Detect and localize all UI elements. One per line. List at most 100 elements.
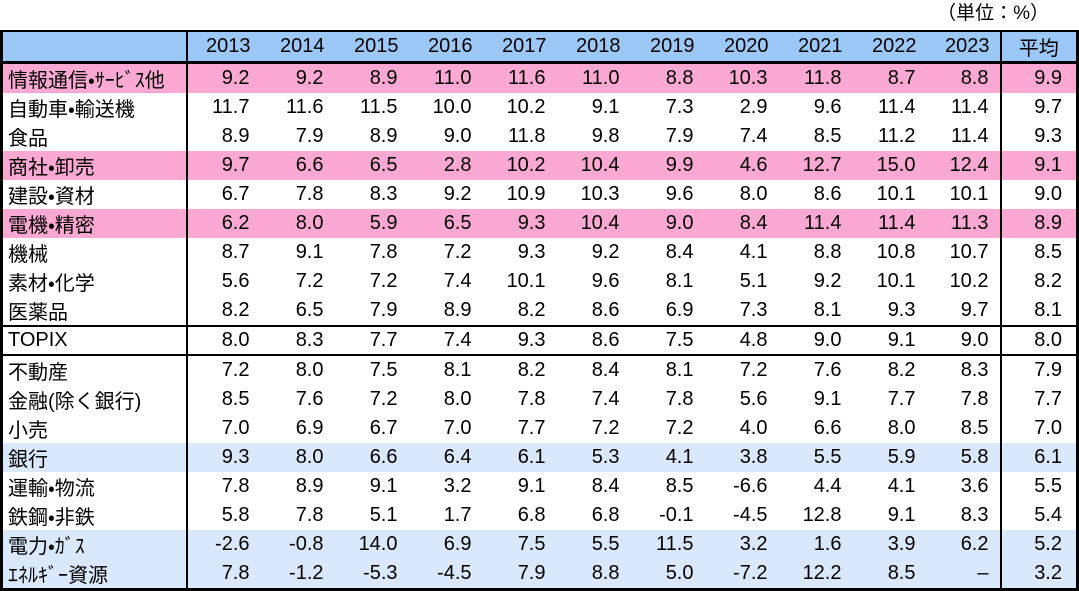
value-cell: 12.8 — [802, 504, 842, 526]
average-value-cell: 8.9 — [999, 209, 1078, 238]
value-cell: 6.9 — [665, 299, 694, 321]
value-cell: 8.4 — [591, 475, 620, 497]
value-cell: 7.9 — [295, 125, 324, 147]
value-cell: 11.4 — [878, 96, 916, 118]
value-cell: 3.8 — [739, 446, 768, 468]
value-cell: 6.1 — [517, 446, 546, 468]
value-cell: 5.1 — [739, 270, 768, 292]
row-label-cell: 電力・ｶﾞｽ — [1, 530, 188, 559]
value-cell: 7.9 — [369, 299, 398, 321]
average-value-cell: 8.1 — [999, 296, 1078, 326]
value-cell: 6.7 — [221, 183, 250, 205]
unit-label: （単位：%） — [937, 3, 1049, 24]
table-row: 自動車・輸送機 11.7 11.6 11.5 10.0 10.2 9.1 7.3 2.9 9.6 1… — [1, 93, 1078, 122]
value-cell: 4.4 — [813, 475, 842, 497]
value-cell: 8.1 — [665, 270, 694, 292]
value-cell: 7.8 — [295, 504, 324, 526]
table-row: 鉄鋼・非鉄 5.8 7.8 5.1 1.7 6.8 6.8 -0.1 -4.5 12.8 9.1 8.… — [1, 501, 1078, 530]
value-cell: 11.8 — [508, 125, 546, 147]
value-cell: 6.2 — [960, 533, 989, 555]
year-header-cell: 2022 — [852, 31, 927, 64]
value-cell: 11.6 — [286, 96, 324, 118]
average-value-cell: 5.2 — [999, 530, 1078, 559]
table-row: 食品 8.9 7.9 8.9 9.0 11.8 9.8 7.9 7.4 8.5 11.2 11.4 9.… — [1, 122, 1078, 151]
value-cell: 9.2 — [295, 67, 324, 89]
row-label-cell: 情報通信・ｻｰﾋﾞｽ他 — [1, 62, 188, 93]
average-value-cell: 7.9 — [999, 355, 1078, 385]
value-cell: 3.2 — [443, 475, 472, 497]
table-row: 電機・精密 6.2 8.0 5.9 6.5 9.3 10.4 9.0 8.4 11.4 11.4 11… — [1, 209, 1078, 238]
table-row: 不動産 7.2 8.0 7.5 8.1 8.2 8.4 8.1 7.2 7.6 8.2 8.3 7.9 — [1, 355, 1078, 385]
value-cell: 8.9 — [295, 475, 324, 497]
sector-returns-table: 2013 2014 2015 2016 2017 2018 2019 2020 2021 2022… — [0, 30, 1079, 591]
value-cell: 8.6 — [556, 325, 631, 356]
table-row: 情報通信・ｻｰﾋﾞｽ他 9.2 9.2 8.9 11.0 11.6 11.0 8.8 10.3 1… — [1, 62, 1078, 93]
value-cell: 11.4 — [951, 125, 989, 147]
value-cell: 7.3 — [739, 299, 768, 321]
value-cell: 10.2 — [506, 96, 546, 118]
value-cell: 12.2 — [802, 562, 842, 584]
value-cell: 9.3 — [517, 241, 546, 263]
table-header: 2013 2014 2015 2016 2017 2018 2019 2020 2021 2022… — [1, 31, 1078, 64]
table-row: 銀行 9.3 8.0 6.6 6.4 6.1 5.3 4.1 3.8 5.5 5.9 5.8 6.1 — [1, 443, 1078, 472]
value-cell: 5.5 — [591, 533, 620, 555]
row-label-cell: 運輸・物流 — [1, 472, 188, 501]
value-cell: 6.9 — [295, 417, 324, 439]
table-row: 素材・化学 5.6 7.2 7.2 7.4 10.1 9.6 8.1 5.1 9.2 10.1 10.… — [1, 267, 1078, 296]
value-cell: 6.6 — [813, 417, 842, 439]
value-cell: 6.9 — [443, 533, 472, 555]
value-cell: 8.9 — [443, 299, 472, 321]
year-header-cell: 2015 — [334, 31, 409, 64]
average-value-cell: 8.5 — [999, 238, 1078, 267]
value-cell: 15.0 — [876, 154, 916, 176]
average-value-cell: 9.1 — [999, 151, 1078, 180]
value-cell: 8.4 — [665, 241, 694, 263]
value-cell: 7.7 — [334, 325, 409, 356]
table-row: ｴﾈﾙｷﾞｰ資源 7.8 -1.2 -5.3 -4.5 7.9 8.8 5.0 -7.2 12.2… — [1, 559, 1078, 590]
year-header-cell: 2023 — [926, 31, 1001, 64]
year-header-cell: 2013 — [186, 31, 261, 64]
row-label-cell: 商社・卸売 — [1, 151, 188, 180]
value-cell: 9.0 — [443, 125, 472, 147]
value-cell: 10.3 — [580, 183, 620, 205]
value-cell: 8.5 — [887, 562, 916, 584]
value-cell: 8.4 — [739, 212, 768, 234]
table-row: 小売 7.0 6.9 6.7 7.0 7.7 7.2 7.2 4.0 6.6 8.0 8.5 7.0 — [1, 414, 1078, 443]
value-cell: 5.6 — [739, 388, 768, 410]
value-cell: 7.3 — [665, 96, 694, 118]
value-cell: 10.4 — [580, 154, 620, 176]
value-cell: 7.5 — [630, 325, 705, 356]
value-cell: -2.6 — [215, 533, 250, 555]
value-cell: 8.2 — [517, 359, 546, 381]
value-cell: 7.2 — [369, 270, 398, 292]
average-value-cell: 6.1 — [999, 443, 1078, 472]
row-label-cell: 金融(除く銀行) — [1, 385, 188, 414]
value-cell: 5.9 — [887, 446, 916, 468]
value-cell: 14.0 — [358, 533, 398, 555]
value-cell: 7.8 — [221, 475, 250, 497]
value-cell: 6.5 — [369, 154, 398, 176]
row-label-cell: 銀行 — [1, 443, 188, 472]
row-label-cell: 自動車・輸送機 — [1, 93, 188, 122]
value-cell: 9.1 — [852, 325, 927, 356]
value-cell: 10.8 — [876, 241, 916, 263]
value-cell: 8.0 — [295, 212, 324, 234]
value-cell: 9.3 — [887, 299, 916, 321]
value-cell: 7.5 — [369, 359, 398, 381]
value-cell: 9.2 — [221, 67, 250, 89]
value-cell: 7.5 — [517, 533, 546, 555]
value-cell: 8.8 — [665, 67, 694, 89]
value-cell: 10.1 — [506, 270, 546, 292]
value-cell: 7.8 — [221, 562, 250, 584]
value-cell: 7.2 — [739, 359, 768, 381]
value-cell: 5.1 — [369, 504, 398, 526]
value-cell: 1.6 — [813, 533, 842, 555]
value-cell: 9.1 — [591, 96, 620, 118]
value-cell: 8.8 — [591, 562, 620, 584]
value-cell: 8.8 — [813, 241, 842, 263]
year-header-cell: 2020 — [704, 31, 779, 64]
value-cell: 9.1 — [369, 475, 398, 497]
value-cell: 5.8 — [221, 504, 250, 526]
value-cell: 11.6 — [508, 67, 546, 89]
value-cell: 10.1 — [876, 183, 916, 205]
